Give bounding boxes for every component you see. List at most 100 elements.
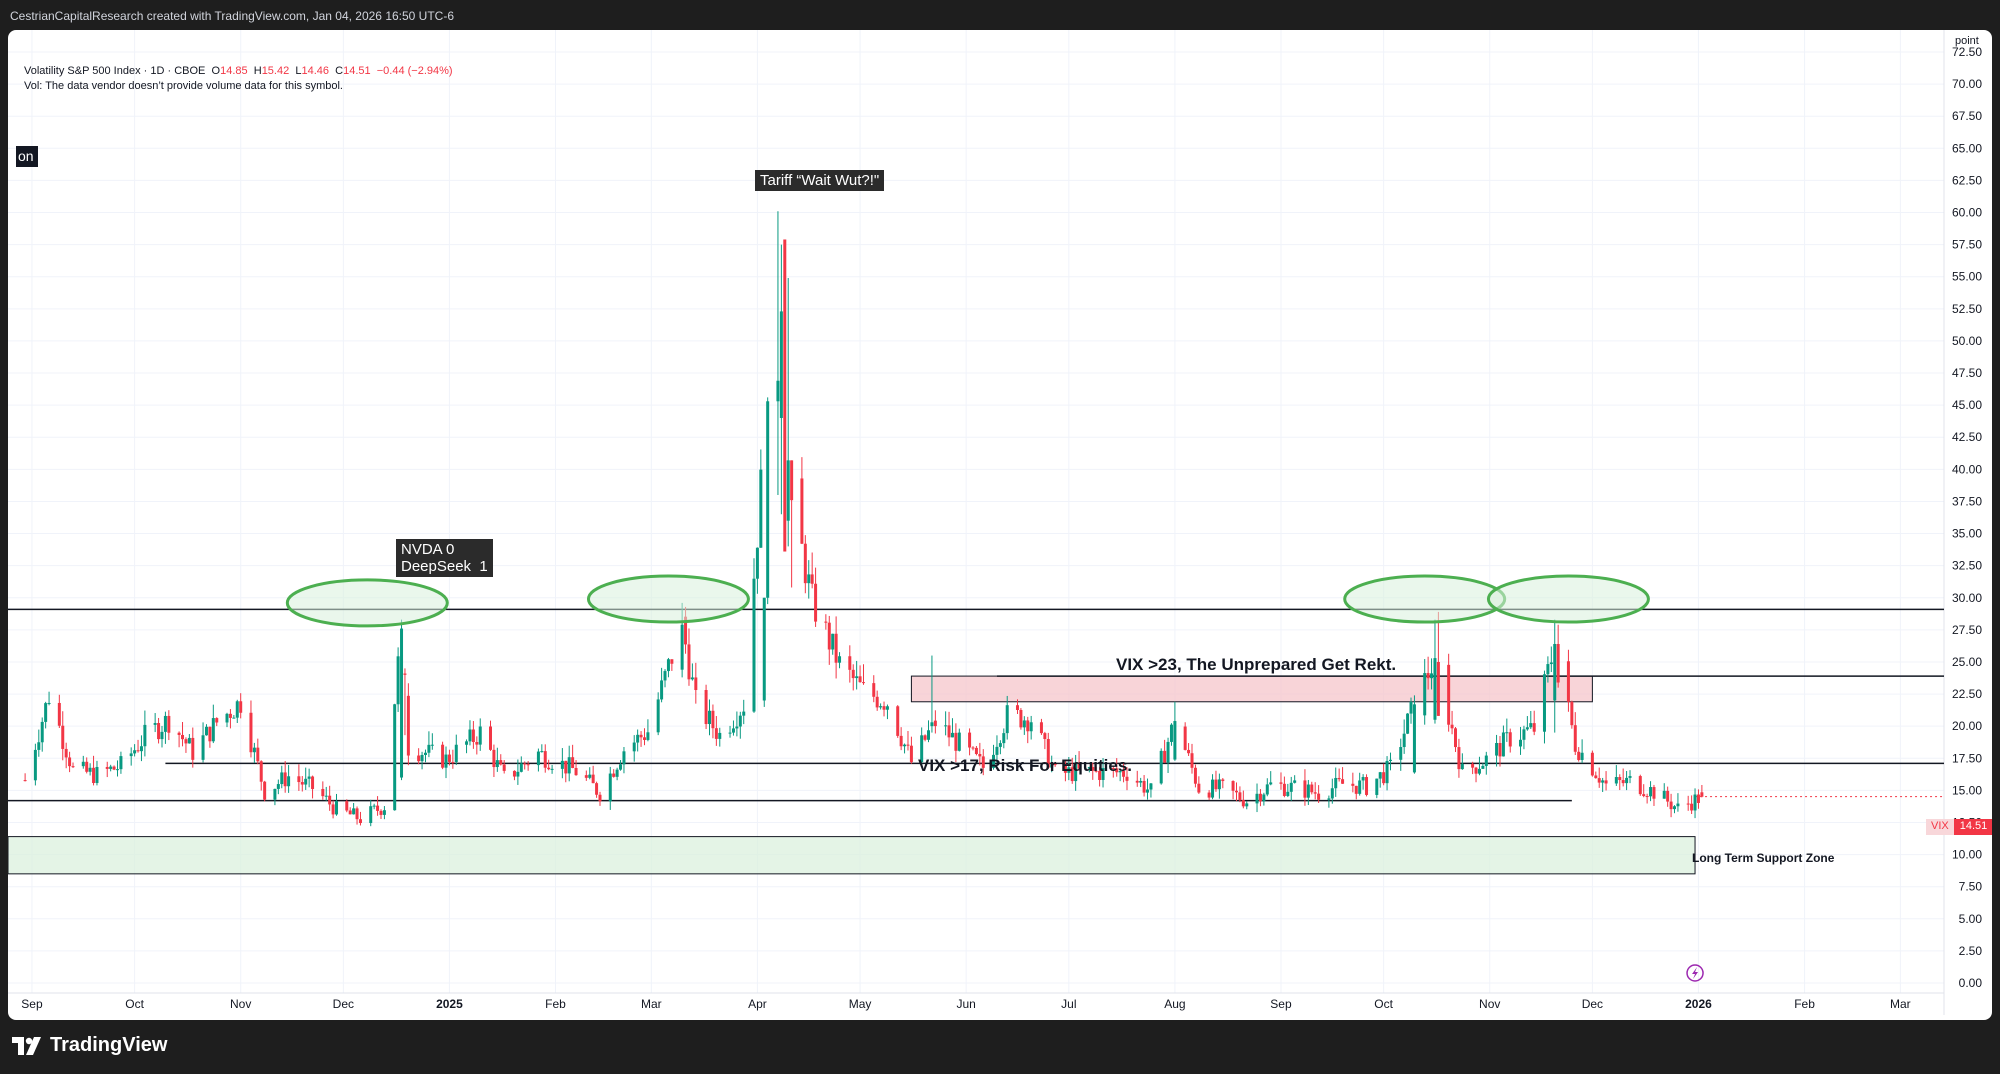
candle-body[interactable] — [909, 745, 913, 763]
candle-body[interactable] — [1573, 725, 1577, 752]
candle-body[interactable] — [403, 673, 407, 675]
candle-body[interactable] — [451, 761, 455, 763]
candle-body[interactable] — [1022, 720, 1026, 728]
candle-body[interactable] — [1570, 701, 1574, 726]
candle-body[interactable] — [1039, 722, 1043, 734]
candle-body[interactable] — [731, 728, 735, 733]
candle-body[interactable] — [81, 761, 85, 767]
candle-body[interactable] — [930, 722, 934, 727]
candle-body[interactable] — [201, 735, 205, 760]
candle-body[interactable] — [160, 731, 164, 740]
candle-body[interactable] — [61, 725, 65, 749]
candle-body[interactable] — [276, 784, 280, 789]
candle-body[interactable] — [1532, 723, 1536, 732]
candle-body[interactable] — [335, 801, 339, 815]
candle-body[interactable] — [252, 747, 256, 753]
candle-body[interactable] — [1146, 789, 1150, 793]
candle-body[interactable] — [824, 621, 828, 623]
candle-body[interactable] — [1430, 673, 1434, 679]
candle-body[interactable] — [550, 768, 554, 770]
candle-body[interactable] — [933, 720, 937, 727]
candle-body[interactable] — [1015, 705, 1019, 710]
candle-body[interactable] — [1447, 664, 1451, 725]
candle-body[interactable] — [1402, 733, 1406, 748]
candle-body[interactable] — [37, 742, 41, 750]
candle-body[interactable] — [1279, 782, 1283, 784]
candle-body[interactable] — [157, 723, 161, 740]
candle-body[interactable] — [1399, 747, 1403, 760]
candle-body[interactable] — [1614, 777, 1618, 784]
candle-body[interactable] — [1094, 770, 1098, 772]
candle-body[interactable] — [1070, 767, 1074, 782]
candle-body[interactable] — [1282, 783, 1286, 796]
candle-body[interactable] — [420, 754, 424, 762]
vix17-annotation[interactable]: VIX >17, Risk For Equities. — [918, 756, 1132, 775]
candle-body[interactable] — [1159, 750, 1163, 784]
candle-body[interactable] — [858, 676, 862, 683]
candle-body[interactable] — [348, 810, 352, 815]
candle-body[interactable] — [1169, 724, 1173, 742]
candle-body[interactable] — [694, 677, 698, 691]
candle-body[interactable] — [143, 724, 147, 747]
support-zone-label[interactable]: Long Term Support Zone — [1692, 851, 1835, 865]
candle-body[interactable] — [1426, 673, 1430, 679]
candle-body[interactable] — [1238, 792, 1242, 801]
candle-body[interactable] — [992, 754, 996, 768]
candle-body[interactable] — [831, 633, 835, 650]
candle-body[interactable] — [263, 781, 267, 800]
candle-body[interactable] — [471, 729, 475, 743]
candle-body[interactable] — [1262, 794, 1266, 802]
candle-body[interactable] — [181, 734, 185, 740]
candle-body[interactable] — [1686, 803, 1690, 805]
candle-body[interactable] — [803, 543, 807, 584]
candle-body[interactable] — [971, 747, 975, 749]
candle-body[interactable] — [588, 774, 592, 778]
candle-body[interactable] — [95, 766, 99, 784]
candle-body[interactable] — [1693, 794, 1697, 811]
candle-body[interactable] — [300, 782, 304, 785]
candle-body[interactable] — [1149, 783, 1153, 790]
candle-body[interactable] — [875, 696, 879, 708]
candle-body[interactable] — [345, 801, 349, 811]
candle-body[interactable] — [1063, 764, 1067, 773]
candle-body[interactable] — [273, 788, 277, 800]
candle-body[interactable] — [502, 764, 506, 771]
candle-body[interactable] — [119, 756, 123, 770]
candle-body[interactable] — [814, 583, 818, 622]
candle-body[interactable] — [1166, 741, 1170, 763]
candle-body[interactable] — [1508, 732, 1512, 747]
candle-body[interactable] — [885, 706, 889, 710]
candle-body[interactable] — [1436, 661, 1440, 716]
candle-body[interactable] — [1142, 780, 1146, 793]
candle-body[interactable] — [1098, 770, 1102, 780]
candle-body[interactable] — [1378, 772, 1382, 779]
candle-body[interactable] — [1046, 739, 1050, 768]
candle-body[interactable] — [1498, 742, 1502, 757]
candle-body[interactable] — [1457, 747, 1461, 770]
candle-body[interactable] — [516, 771, 520, 777]
candle-body[interactable] — [642, 737, 646, 740]
tradingview-logo[interactable]: TradingView — [12, 1034, 167, 1057]
candle-body[interactable] — [256, 747, 260, 762]
candle-body[interactable] — [838, 656, 842, 663]
candle-body[interactable] — [776, 380, 780, 402]
candle-body[interactable] — [105, 766, 109, 769]
candle-body[interactable] — [187, 737, 191, 744]
candle-body[interactable] — [1365, 777, 1369, 795]
candle-body[interactable] — [454, 744, 458, 762]
candle-body[interactable] — [116, 769, 120, 771]
candle-body[interactable] — [687, 644, 691, 680]
candle-body[interactable] — [571, 757, 575, 768]
candle-body[interactable] — [1234, 790, 1238, 793]
candle-body[interactable] — [670, 659, 674, 664]
candle-body[interactable] — [307, 776, 311, 779]
candle-body[interactable] — [1122, 771, 1126, 777]
candle-body[interactable] — [1245, 803, 1249, 807]
candle-body[interactable] — [1696, 794, 1700, 804]
candle-body[interactable] — [1067, 767, 1071, 773]
candle-body[interactable] — [382, 810, 386, 815]
candle-body[interactable] — [372, 805, 376, 807]
candle-body[interactable] — [711, 710, 715, 729]
candle-body[interactable] — [352, 808, 356, 815]
candle-body[interactable] — [632, 742, 636, 752]
